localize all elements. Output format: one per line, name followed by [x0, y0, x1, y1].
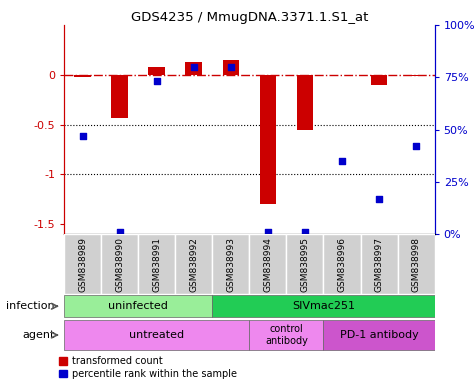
Bar	[64, 295, 212, 318]
Point	[79, 133, 86, 139]
Bar	[64, 320, 249, 350]
Text: uninfected: uninfected	[108, 301, 168, 311]
Bar	[323, 320, 435, 350]
Bar	[111, 75, 128, 118]
Bar	[138, 234, 175, 294]
Text: GSM838997: GSM838997	[375, 237, 383, 292]
Point	[412, 143, 420, 149]
Point	[375, 195, 383, 202]
Text: GSM838992: GSM838992	[190, 237, 198, 292]
Point	[227, 64, 235, 70]
Bar	[148, 67, 165, 75]
Bar	[222, 60, 239, 75]
Bar	[64, 234, 101, 294]
Bar	[249, 320, 323, 350]
Text: control
antibody: control antibody	[265, 324, 308, 346]
Bar	[74, 75, 91, 77]
Text: agent: agent	[22, 330, 55, 340]
Text: GSM838996: GSM838996	[338, 237, 346, 292]
Bar	[212, 295, 435, 318]
Text: GSM838991: GSM838991	[152, 237, 161, 292]
Point	[116, 229, 124, 235]
Text: GSM838989: GSM838989	[78, 237, 87, 292]
Bar	[249, 234, 286, 294]
Point	[264, 229, 272, 235]
Text: untreated: untreated	[129, 330, 184, 340]
Title: GDS4235 / MmugDNA.3371.1.S1_at: GDS4235 / MmugDNA.3371.1.S1_at	[131, 11, 368, 24]
Bar	[323, 234, 361, 294]
Bar	[175, 234, 212, 294]
Text: PD-1 antibody: PD-1 antibody	[340, 330, 418, 340]
Bar	[286, 234, 323, 294]
Text: GSM838998: GSM838998	[412, 237, 420, 292]
Bar	[361, 234, 398, 294]
Point	[338, 158, 346, 164]
Legend: transformed count, percentile rank within the sample: transformed count, percentile rank withi…	[59, 356, 237, 379]
Bar	[185, 62, 202, 75]
Point	[153, 78, 161, 84]
Text: SIVmac251: SIVmac251	[292, 301, 355, 311]
Bar	[408, 75, 425, 76]
Bar	[370, 75, 388, 85]
Bar	[259, 75, 276, 204]
Bar	[296, 75, 314, 130]
Text: GSM838994: GSM838994	[264, 237, 272, 292]
Text: GSM838993: GSM838993	[227, 237, 235, 292]
Text: GSM838995: GSM838995	[301, 237, 309, 292]
Bar	[212, 234, 249, 294]
Bar	[398, 234, 435, 294]
Text: infection: infection	[6, 301, 55, 311]
Point	[301, 229, 309, 235]
Point	[190, 64, 198, 70]
Text: GSM838990: GSM838990	[115, 237, 124, 292]
Bar	[101, 234, 138, 294]
